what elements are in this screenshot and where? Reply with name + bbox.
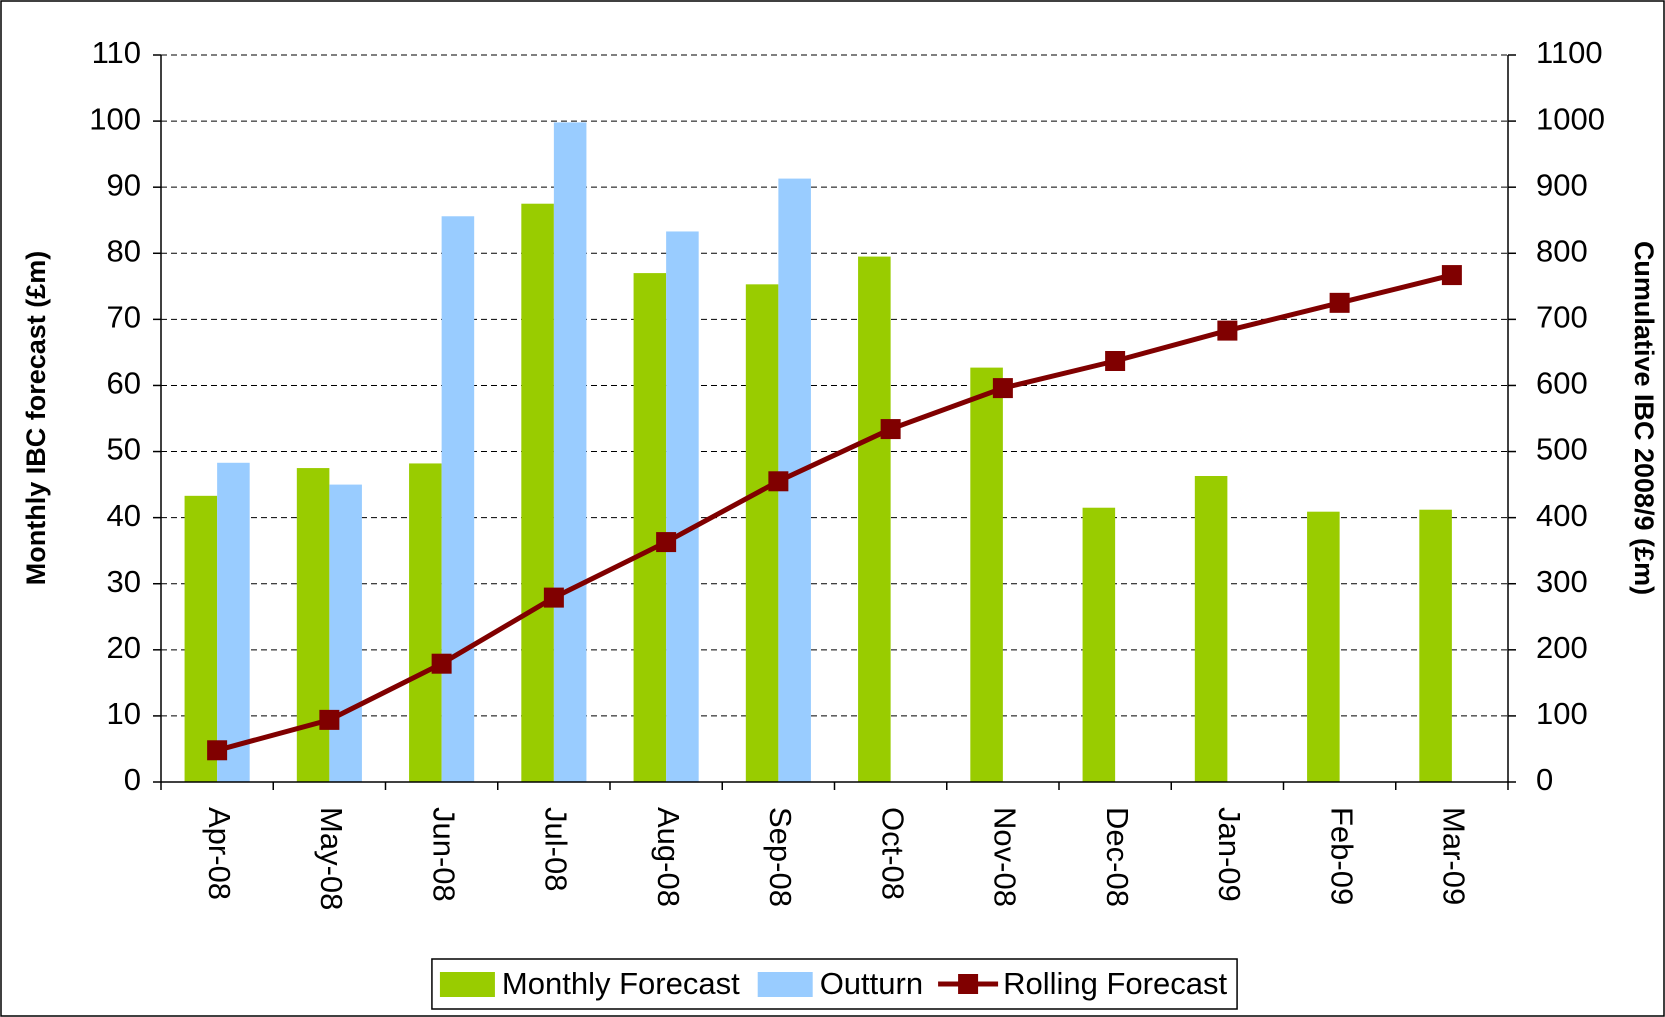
y-tick-label: 80: [107, 233, 141, 268]
x-tick-label: May-08: [314, 807, 349, 910]
bar: [633, 273, 667, 782]
x-tick-label: Sep-08: [763, 807, 798, 907]
y-tick-label: 70: [107, 300, 141, 335]
marker: [880, 419, 901, 440]
marker: [1217, 320, 1238, 341]
bar: [329, 484, 362, 782]
bar: [409, 463, 442, 782]
x-tick-label: Jul-08: [539, 807, 574, 891]
marker: [207, 740, 228, 761]
y-tick-label: 50: [107, 432, 141, 467]
x-tick-label: Apr-08: [202, 807, 237, 900]
legend-item: Rolling Forecast: [938, 966, 1227, 1001]
y2-tick-label: 800: [1536, 233, 1588, 268]
x-tick-label: Aug-08: [651, 807, 686, 907]
legend-label: Rolling Forecast: [1003, 966, 1227, 1001]
marker: [1329, 292, 1350, 313]
line: [216, 272, 1453, 753]
marker: [319, 709, 340, 730]
y2-tick-label: 900: [1536, 167, 1588, 202]
x-tick-label: Jan-09: [1212, 807, 1247, 902]
bar: [441, 216, 475, 782]
marker: [768, 471, 789, 492]
legend-item: Monthly Forecast: [439, 966, 740, 1001]
y-tick-label: 60: [107, 366, 141, 401]
y-tick-label: 90: [107, 167, 141, 202]
bar: [184, 495, 218, 782]
y2-tick-label: 100: [1536, 696, 1588, 731]
marker: [656, 532, 677, 553]
y-tick-label: 10: [107, 696, 141, 731]
y-tick-label: 40: [107, 498, 141, 533]
bar: [1194, 475, 1228, 782]
y-tick-label: 100: [89, 101, 141, 136]
legend-swatch: [958, 974, 979, 994]
legend-label: Outturn: [820, 966, 923, 1001]
y2-tick-label: 400: [1536, 498, 1588, 533]
y2-tick-label: 700: [1536, 300, 1588, 335]
marker: [1441, 265, 1462, 286]
x-tick-label: Jun-08: [426, 807, 461, 902]
y2-axis-title: Cumulative IBC 2008/9 (£m): [1629, 241, 1659, 595]
y-tick-label: 20: [107, 630, 141, 665]
y2-tick-label: 1000: [1536, 101, 1605, 136]
legend-label: Monthly Forecast: [502, 966, 740, 1001]
y2-tick-label: 300: [1536, 564, 1588, 599]
legend-swatch: [439, 972, 495, 997]
bar: [521, 203, 554, 783]
y-tick-label: 30: [107, 564, 141, 599]
marker: [1105, 351, 1126, 372]
bar: [745, 284, 779, 782]
bar: [858, 256, 891, 782]
marker: [543, 587, 564, 608]
legend: Monthly Forecast Outturn Rolling Forecast: [431, 958, 1238, 1010]
legend-item: Outturn: [757, 966, 923, 1001]
bar: [1419, 509, 1452, 782]
bar: [1082, 507, 1116, 782]
x-tick-label: Dec-08: [1100, 807, 1135, 907]
bar: [970, 367, 1003, 782]
x-tick-label: Feb-09: [1324, 807, 1359, 905]
marker: [992, 378, 1013, 399]
x-tick-label: Oct-08: [875, 807, 910, 900]
y-tick-label: 0: [124, 762, 141, 797]
y2-tick-label: 1100: [1536, 35, 1603, 70]
legend-swatch: [757, 972, 813, 997]
y-axis-title: Monthly IBC forecast (£m): [21, 251, 51, 586]
y2-tick-label: 500: [1536, 432, 1588, 467]
bar: [1307, 511, 1340, 782]
legend-box: [431, 958, 1238, 1010]
y2-tick-label: 0: [1536, 762, 1553, 797]
y2-tick-label: 600: [1536, 366, 1588, 401]
x-tick-label: Mar-09: [1437, 807, 1472, 905]
y2-tick-label: 200: [1536, 630, 1588, 665]
bar: [296, 468, 330, 782]
x-tick-label: Nov-08: [988, 807, 1023, 907]
bar: [217, 462, 250, 782]
bar: [553, 122, 587, 783]
marker: [431, 653, 452, 674]
y-tick-label: 110: [92, 35, 141, 70]
bar: [666, 231, 699, 783]
